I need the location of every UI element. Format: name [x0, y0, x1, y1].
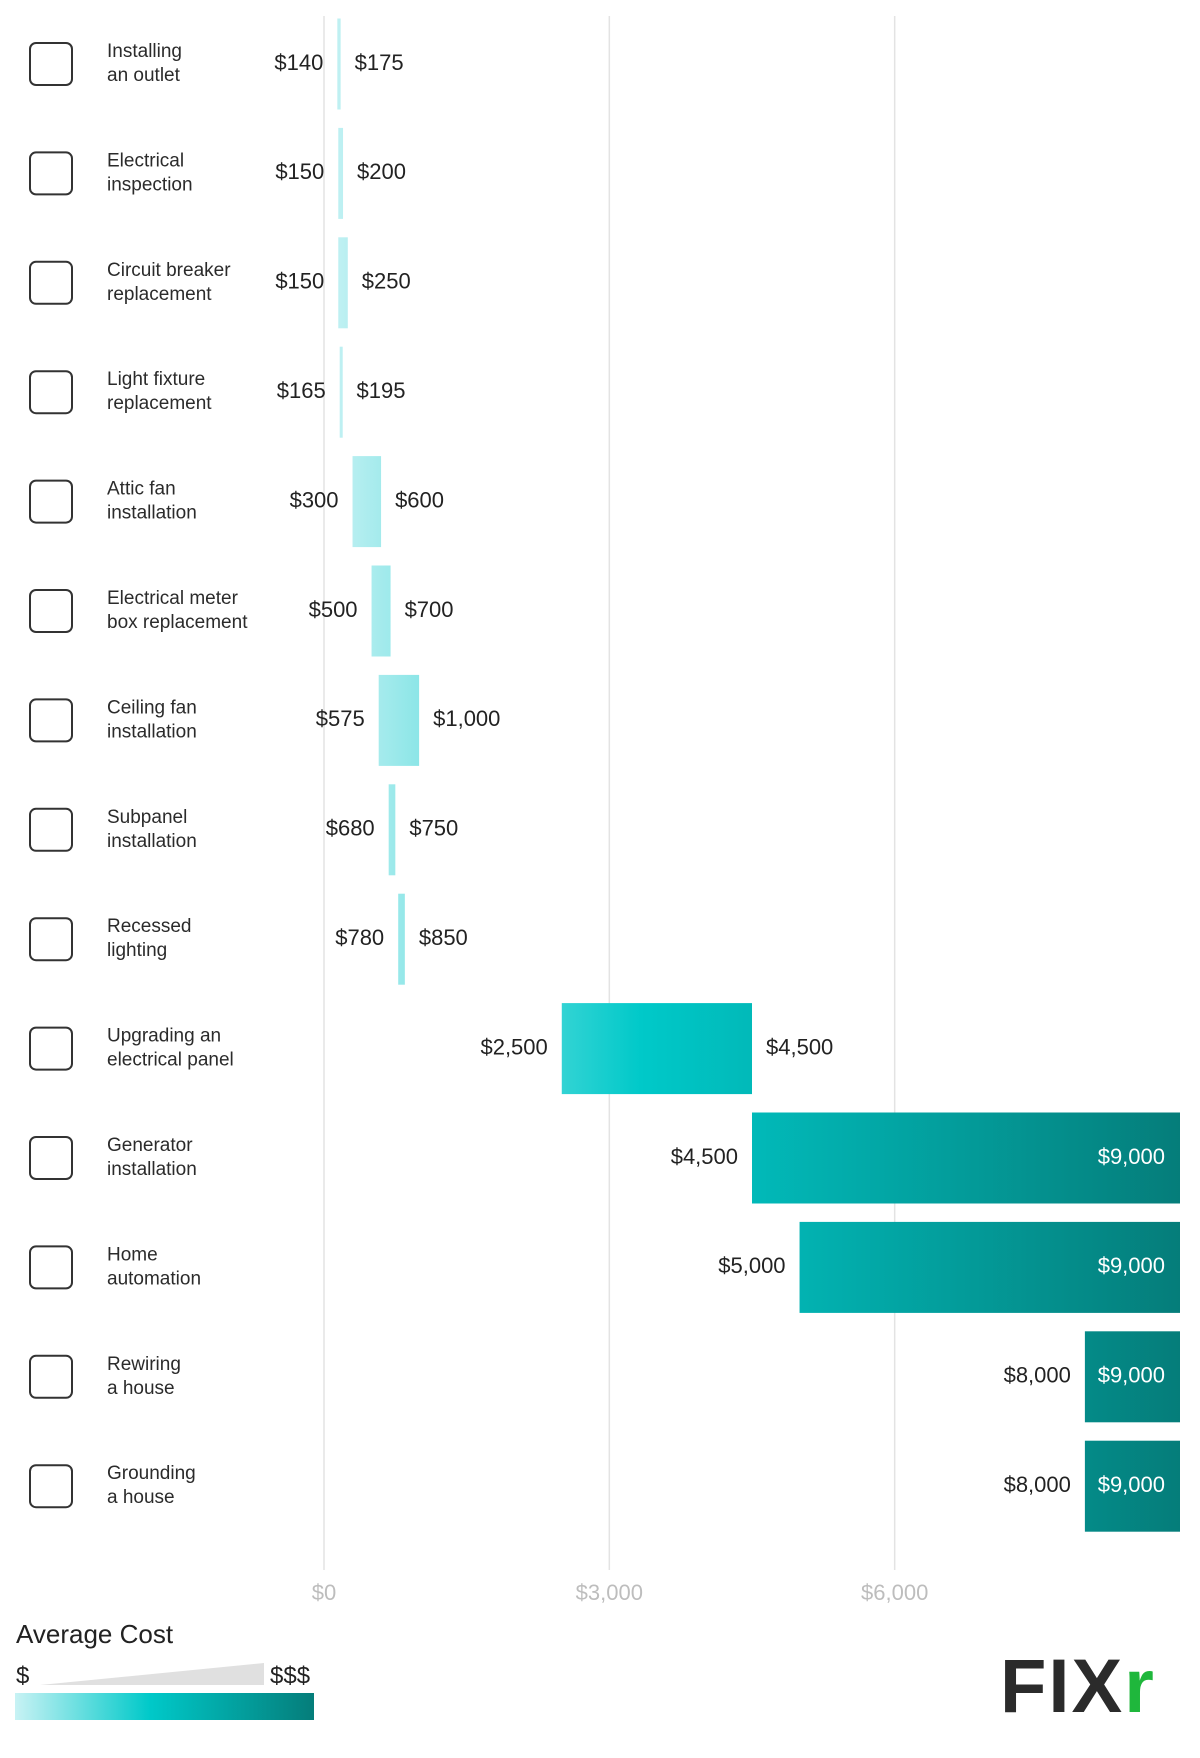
high-label: $195 — [357, 378, 406, 403]
range-bar — [338, 237, 348, 329]
range-bar — [398, 893, 405, 985]
high-label: $200 — [357, 159, 406, 184]
logo-accent: r — [1124, 1644, 1156, 1729]
category-label: Generator — [107, 1135, 193, 1156]
row-icon — [29, 917, 73, 962]
category-label: electrical panel — [107, 1050, 234, 1071]
category-label: Rewiring — [107, 1354, 181, 1375]
category-label: Recessed — [107, 916, 192, 937]
low-label: $8,000 — [1004, 1363, 1071, 1388]
category-label: replacement — [107, 284, 212, 305]
row-icon — [29, 1026, 73, 1071]
range-bar — [388, 784, 396, 876]
category-label: an outlet — [107, 65, 181, 86]
x-tick-label: $6,000 — [861, 1580, 928, 1605]
category-label: installation — [107, 721, 197, 742]
category-label: a house — [107, 1378, 175, 1399]
range-bar — [352, 456, 382, 548]
row-icon — [29, 151, 73, 196]
category-label: Upgrading an — [107, 1026, 221, 1047]
x-tick-label: $3,000 — [576, 1580, 643, 1605]
legend-low: $ — [16, 1662, 29, 1689]
low-label: $780 — [335, 925, 384, 950]
category-label: Home — [107, 1244, 158, 1265]
low-label: $150 — [275, 269, 324, 294]
category-label: a house — [107, 1487, 175, 1508]
high-label: $600 — [395, 487, 444, 512]
range-bar — [337, 18, 341, 110]
row-icon — [29, 42, 73, 86]
range-bar — [371, 565, 391, 657]
category-label: Electrical meter — [107, 588, 239, 609]
range-bar — [799, 1221, 1180, 1313]
range-bar — [378, 674, 420, 766]
high-label: $9,000 — [1098, 1472, 1165, 1497]
high-label: $750 — [409, 816, 458, 841]
legend-gradient — [15, 1693, 314, 1720]
low-label: $4,500 — [671, 1144, 738, 1169]
low-label: $165 — [277, 378, 326, 403]
category-label: replacement — [107, 393, 212, 414]
row-icon — [29, 807, 73, 852]
low-label: $575 — [316, 706, 365, 731]
category-label: Installing — [107, 41, 182, 62]
row-icon — [29, 1136, 73, 1180]
high-label: $9,000 — [1098, 1144, 1165, 1169]
range-bar — [561, 1003, 752, 1095]
low-label: $5,000 — [718, 1253, 785, 1278]
row-icon — [29, 1464, 73, 1509]
range-bar — [338, 127, 344, 219]
low-label: $8,000 — [1004, 1472, 1071, 1497]
category-label: Circuit breaker — [107, 260, 231, 281]
range-bar — [1084, 1440, 1180, 1532]
high-label: $4,500 — [766, 1034, 833, 1059]
category-label: lighting — [107, 940, 167, 961]
category-label: installation — [107, 1159, 197, 1180]
row-icon — [29, 1245, 73, 1290]
high-label: $9,000 — [1098, 1253, 1165, 1278]
high-label: $9,000 — [1098, 1363, 1165, 1388]
high-label: $700 — [405, 597, 454, 622]
row-icon — [29, 479, 73, 524]
row-icon — [29, 589, 73, 633]
category-label: Grounding — [107, 1463, 196, 1484]
range-bar — [1084, 1331, 1180, 1423]
high-label: $175 — [355, 50, 404, 75]
low-label: $150 — [275, 159, 324, 184]
low-label: $500 — [309, 597, 358, 622]
row-icon — [29, 698, 73, 743]
category-label: automation — [107, 1268, 201, 1289]
category-label: installation — [107, 503, 197, 524]
category-label: box replacement — [107, 612, 248, 633]
high-label: $250 — [362, 269, 411, 294]
high-label: $1,000 — [433, 706, 500, 731]
legend-high: $$$ — [270, 1662, 310, 1689]
category-label: inspection — [107, 174, 193, 195]
legend-wedge — [40, 1663, 264, 1685]
category-label: Electrical — [107, 150, 184, 171]
category-label: Light fixture — [107, 369, 205, 390]
legend-title: Average Cost — [16, 1619, 174, 1649]
range-bar — [339, 346, 343, 438]
range-bar — [752, 1112, 1180, 1204]
category-label: Subpanel — [107, 807, 187, 828]
low-label: $680 — [326, 816, 375, 841]
low-label: $140 — [274, 50, 323, 75]
row-icon — [29, 260, 73, 305]
logo: FIXr — [1000, 1644, 1156, 1729]
category-label: Attic fan — [107, 479, 176, 500]
high-label: $850 — [419, 925, 468, 950]
row-icon — [29, 370, 73, 415]
row-icon — [29, 1354, 73, 1399]
low-label: $2,500 — [480, 1034, 547, 1059]
category-label: installation — [107, 831, 197, 852]
x-tick-label: $0 — [312, 1580, 336, 1605]
category-label: Ceiling fan — [107, 697, 197, 718]
low-label: $300 — [290, 487, 339, 512]
logo-main: FIX — [1000, 1644, 1124, 1729]
